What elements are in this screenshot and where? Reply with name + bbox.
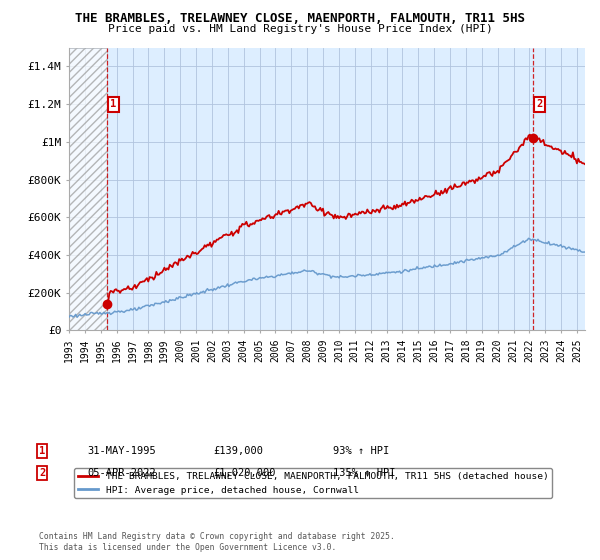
Bar [69, 48, 107, 330]
Text: Price paid vs. HM Land Registry's House Price Index (HPI): Price paid vs. HM Land Registry's House … [107, 24, 493, 34]
Text: 135% ↑ HPI: 135% ↑ HPI [333, 468, 395, 478]
Text: THE BRAMBLES, TRELAWNEY CLOSE, MAENPORTH, FALMOUTH, TR11 5HS: THE BRAMBLES, TRELAWNEY CLOSE, MAENPORTH… [75, 12, 525, 25]
Text: 31-MAY-1995: 31-MAY-1995 [87, 446, 156, 456]
Legend: THE BRAMBLES, TRELAWNEY CLOSE, MAENPORTH, FALMOUTH, TR11 5HS (detached house), H: THE BRAMBLES, TRELAWNEY CLOSE, MAENPORTH… [74, 468, 553, 498]
Text: 1: 1 [39, 446, 45, 456]
Text: 93% ↑ HPI: 93% ↑ HPI [333, 446, 389, 456]
Text: 1: 1 [110, 99, 116, 109]
Text: £139,000: £139,000 [213, 446, 263, 456]
Text: 2: 2 [536, 99, 543, 109]
Text: 05-APR-2022: 05-APR-2022 [87, 468, 156, 478]
Text: £1,020,000: £1,020,000 [213, 468, 275, 478]
Text: 2: 2 [39, 468, 45, 478]
Text: Contains HM Land Registry data © Crown copyright and database right 2025.
This d: Contains HM Land Registry data © Crown c… [39, 532, 395, 552]
